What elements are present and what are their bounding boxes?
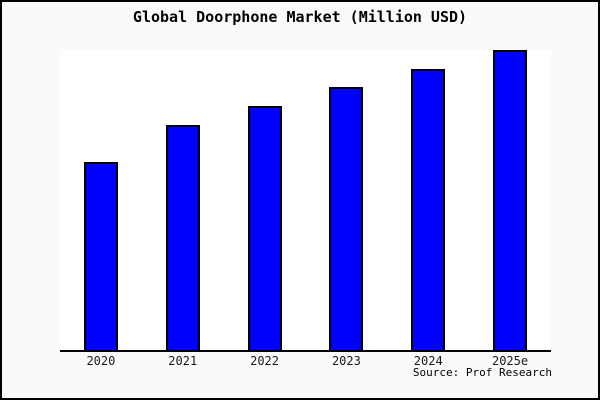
bar-slot-2021 bbox=[142, 50, 224, 350]
x-tick-label-2020: 2020 bbox=[86, 354, 116, 368]
x-tick-label-2025e: 2025e bbox=[491, 354, 529, 368]
bar-2025e bbox=[493, 50, 528, 350]
x-tick-label-2023: 2023 bbox=[331, 354, 361, 368]
bar-2023 bbox=[329, 86, 364, 350]
x-tick-label-2022: 2022 bbox=[250, 354, 280, 368]
chart-title: Global Doorphone Market (Million USD) bbox=[132, 8, 468, 26]
bar-2022 bbox=[247, 106, 282, 350]
bar-slot-2020 bbox=[60, 50, 142, 350]
bar-2020 bbox=[83, 161, 118, 350]
source-credit: Source: Prof Research bbox=[412, 366, 552, 379]
bar-slot-2025e bbox=[469, 50, 551, 350]
x-tick-label-2021: 2021 bbox=[168, 354, 198, 368]
bar-slot-2023 bbox=[305, 50, 387, 350]
bar-slot-2022 bbox=[224, 50, 306, 350]
bar-slot-2024 bbox=[387, 50, 469, 350]
bars-container bbox=[60, 50, 551, 350]
bar-2024 bbox=[411, 68, 446, 350]
x-tick-label-2024: 2024 bbox=[413, 354, 443, 368]
bar-2021 bbox=[165, 125, 200, 350]
plot-area bbox=[60, 50, 551, 352]
x-axis-labels: 2020 2021 2022 2023 2024 2025e bbox=[60, 354, 551, 368]
